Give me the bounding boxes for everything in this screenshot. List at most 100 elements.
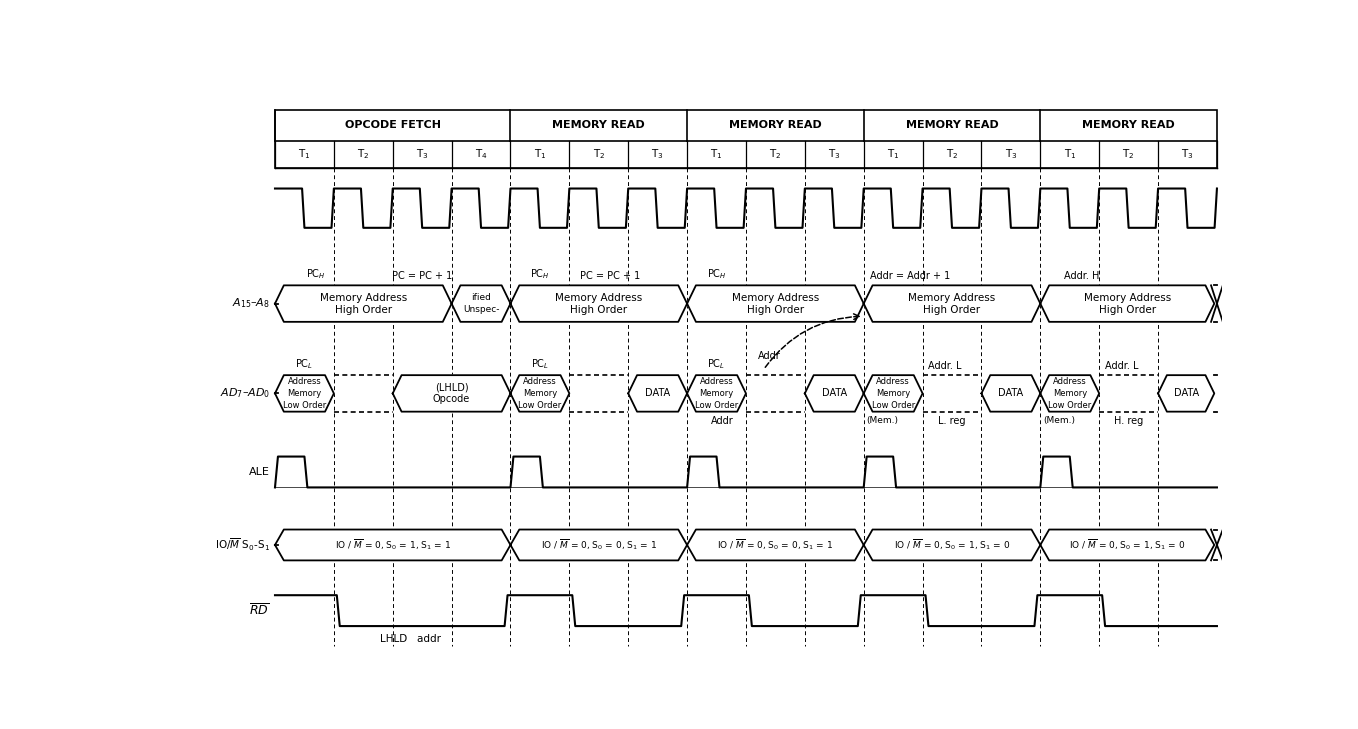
Polygon shape [1040, 285, 1214, 321]
Text: Address: Address [523, 377, 557, 386]
Text: High Order: High Order [570, 305, 627, 315]
Polygon shape [982, 375, 1040, 412]
Text: PC$_H$: PC$_H$ [706, 267, 727, 281]
Bar [274, 110, 1217, 168]
Text: Low Order: Low Order [519, 401, 562, 410]
Text: PC$_L$: PC$_L$ [295, 357, 314, 370]
Polygon shape [864, 285, 1040, 321]
Text: H. reg: H. reg [1114, 416, 1143, 426]
Polygon shape [511, 285, 687, 321]
Text: MEMORY READ: MEMORY READ [729, 120, 822, 130]
Polygon shape [629, 375, 687, 412]
Text: T$_2$: T$_2$ [945, 147, 959, 161]
Text: Memory Address: Memory Address [732, 292, 819, 303]
Text: T$_3$: T$_3$ [1005, 147, 1017, 161]
Text: High Order: High Order [747, 305, 804, 315]
Text: T$_2$: T$_2$ [592, 147, 604, 161]
Polygon shape [274, 375, 334, 412]
Text: T$_3$: T$_3$ [652, 147, 664, 161]
Text: PC = PC + 1: PC = PC + 1 [392, 271, 452, 281]
Text: PC$_H$: PC$_H$ [530, 267, 550, 281]
Text: PC$_H$: PC$_H$ [307, 267, 326, 281]
Text: ified: ified [471, 293, 492, 302]
Text: Addr. H: Addr. H [1063, 271, 1099, 281]
Text: Memory: Memory [876, 389, 910, 398]
Text: IO / $\overline{M}$ = 0, S$_0$ = 0, S$_1$ = 1: IO / $\overline{M}$ = 0, S$_0$ = 0, S$_1… [540, 537, 657, 553]
Polygon shape [511, 375, 569, 412]
Text: T$_2$: T$_2$ [1123, 147, 1135, 161]
Text: Low Order: Low Order [282, 401, 326, 410]
Text: Address: Address [876, 377, 910, 386]
Text: PC = PC + 1: PC = PC + 1 [580, 271, 641, 281]
Text: L. reg: L. reg [938, 416, 966, 426]
Text: IO / $\overline{M}$ = 0, S$_0$ = 1, S$_1$ = 0: IO / $\overline{M}$ = 0, S$_0$ = 1, S$_1… [1069, 537, 1186, 553]
Polygon shape [1158, 375, 1214, 412]
Text: Memory: Memory [288, 389, 322, 398]
Text: T$_3$: T$_3$ [828, 147, 841, 161]
Polygon shape [452, 285, 511, 321]
Text: T$_2$: T$_2$ [357, 147, 369, 161]
Polygon shape [687, 375, 746, 412]
Text: $AD_7$–$AD_0$: $AD_7$–$AD_0$ [220, 386, 270, 400]
Text: Address: Address [699, 377, 733, 386]
Text: $A_{15}$–$A_8$: $A_{15}$–$A_8$ [232, 297, 270, 311]
Text: Low Order: Low Order [872, 401, 915, 410]
Text: Unspec-: Unspec- [463, 305, 500, 314]
Text: Address: Address [1052, 377, 1086, 386]
Text: LHLD   addr: LHLD addr [380, 634, 441, 644]
Text: OPCODE FETCH: OPCODE FETCH [345, 120, 441, 130]
Text: Addr. L: Addr. L [929, 361, 961, 370]
Text: T$_1$: T$_1$ [710, 147, 722, 161]
Polygon shape [274, 529, 511, 561]
Text: (Mem.): (Mem.) [1043, 416, 1076, 425]
Text: PC$_L$: PC$_L$ [531, 357, 549, 370]
Text: Memory Address: Memory Address [1084, 292, 1171, 303]
Polygon shape [274, 285, 452, 321]
Text: High Order: High Order [334, 305, 392, 315]
Text: $\overline{RD}$: $\overline{RD}$ [250, 603, 270, 618]
Text: DATA: DATA [998, 389, 1024, 399]
Text: T$_1$: T$_1$ [887, 147, 899, 161]
Text: High Order: High Order [1099, 305, 1156, 315]
Text: T$_1$: T$_1$ [534, 147, 546, 161]
Text: (LHLD): (LHLD) [435, 383, 469, 392]
Text: DATA: DATA [645, 389, 671, 399]
Text: T$_4$: T$_4$ [475, 147, 488, 161]
Text: T$_3$: T$_3$ [1181, 147, 1194, 161]
Text: MEMORY READ: MEMORY READ [906, 120, 998, 130]
Polygon shape [1040, 375, 1099, 412]
Text: DATA: DATA [822, 389, 847, 399]
Text: Addr = Addr + 1: Addr = Addr + 1 [869, 271, 949, 281]
Text: High Order: High Order [923, 305, 980, 315]
Text: T$_3$: T$_3$ [416, 147, 429, 161]
Polygon shape [805, 375, 864, 412]
Text: DATA: DATA [1173, 389, 1199, 399]
Text: IO / $\overline{M}$ = 0, S$_0$ = 1, S$_1$ = 1: IO / $\overline{M}$ = 0, S$_0$ = 1, S$_1… [334, 537, 451, 553]
Text: IO / $\overline{M}$ = 0, S$_0$ = 1, S$_1$ = 0: IO / $\overline{M}$ = 0, S$_0$ = 1, S$_1… [894, 537, 1010, 553]
Text: PC$_L$: PC$_L$ [708, 357, 725, 370]
Polygon shape [687, 529, 864, 561]
Text: Addr: Addr [712, 416, 733, 426]
Text: ALE: ALE [249, 467, 270, 477]
Polygon shape [864, 529, 1040, 561]
Text: T$_2$: T$_2$ [769, 147, 782, 161]
Text: Address: Address [288, 377, 322, 386]
Text: Memory: Memory [699, 389, 733, 398]
Polygon shape [1040, 529, 1214, 561]
Polygon shape [392, 375, 511, 412]
Text: Addr: Addr [758, 351, 781, 361]
Text: IO / $\overline{M}$ = 0, S$_0$ = 0, S$_1$ = 1: IO / $\overline{M}$ = 0, S$_0$ = 0, S$_1… [717, 537, 834, 553]
Polygon shape [511, 529, 687, 561]
Text: (Mem.): (Mem.) [866, 416, 899, 425]
Text: MEMORY READ: MEMORY READ [1082, 120, 1175, 130]
Text: T$_1$: T$_1$ [1063, 147, 1076, 161]
Text: Low Order: Low Order [1048, 401, 1092, 410]
Text: Low Order: Low Order [695, 401, 739, 410]
Text: Memory: Memory [1052, 389, 1086, 398]
Text: MEMORY READ: MEMORY READ [553, 120, 645, 130]
Polygon shape [687, 285, 864, 321]
Text: Addr. L: Addr. L [1105, 361, 1138, 370]
Text: Memory Address: Memory Address [909, 292, 995, 303]
Text: Memory Address: Memory Address [555, 292, 642, 303]
Text: IO/$\overline{M}$ S$_0$-S$_1$: IO/$\overline{M}$ S$_0$-S$_1$ [215, 537, 270, 553]
